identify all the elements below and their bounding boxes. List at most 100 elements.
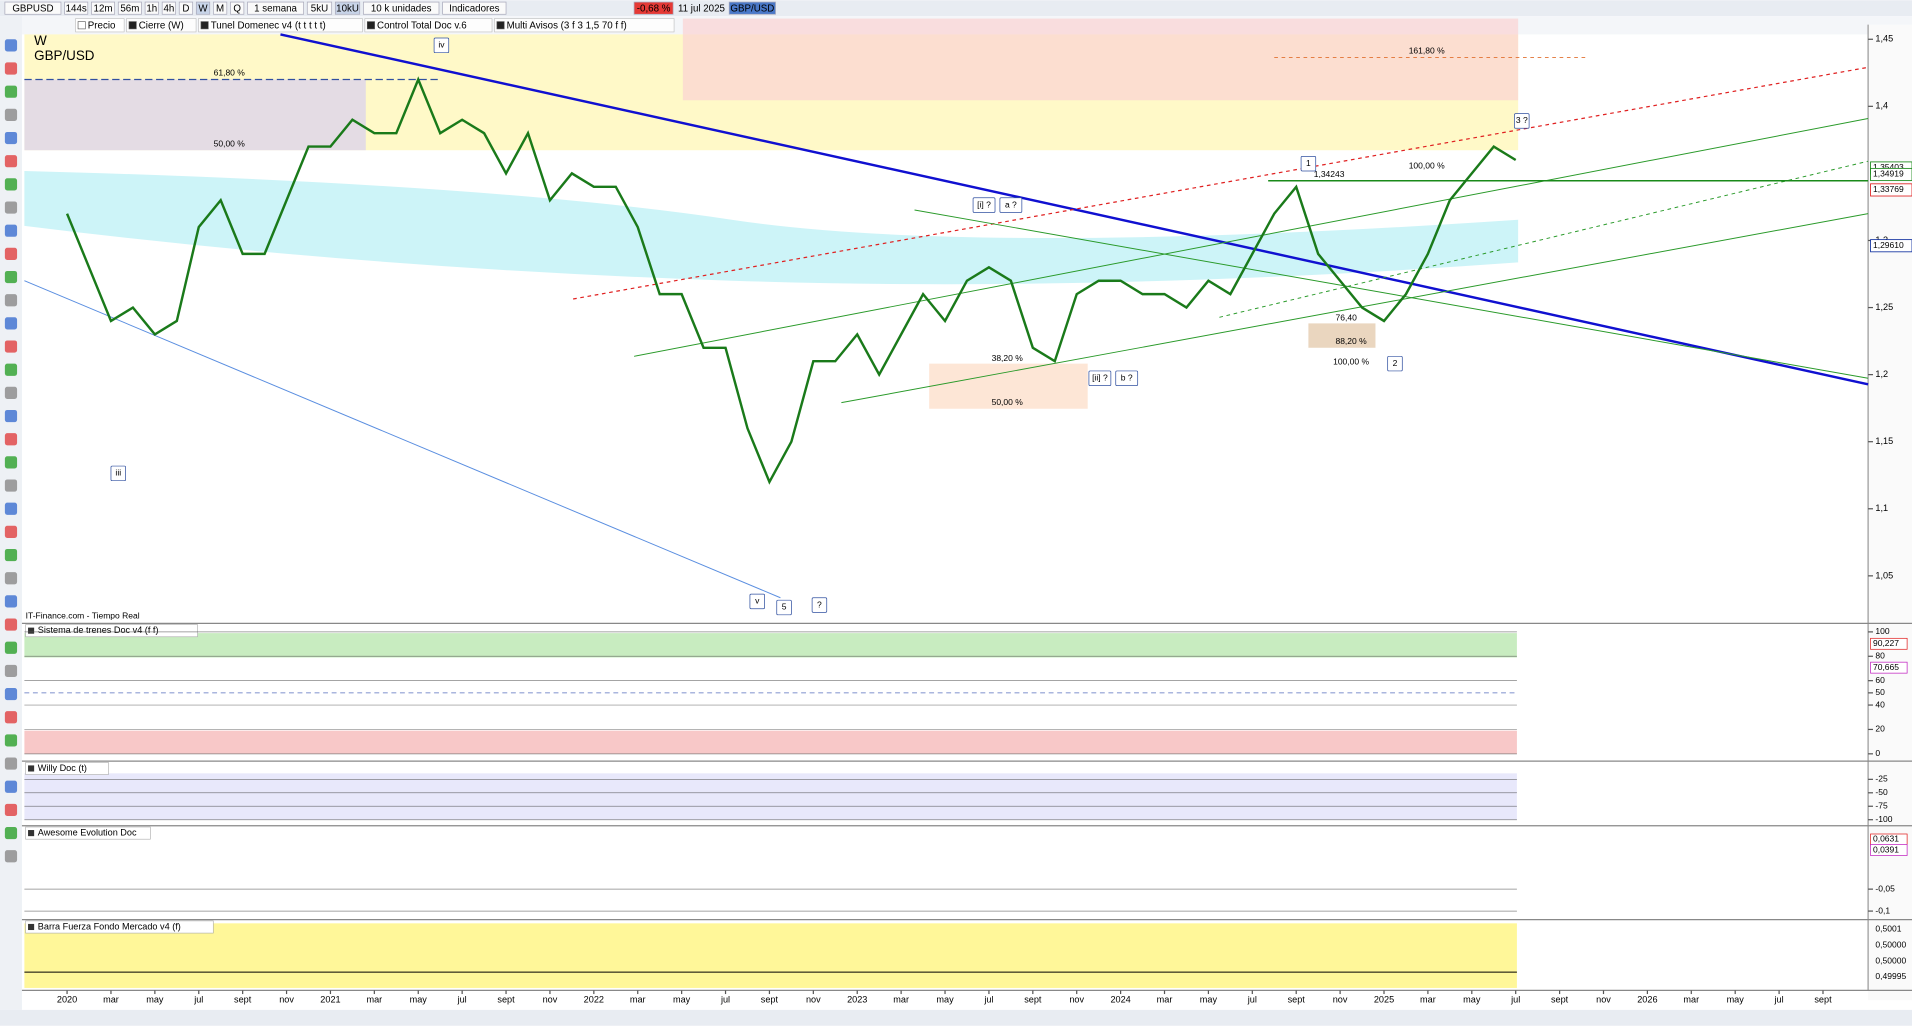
x-tick-label: jul <box>720 995 730 1005</box>
timeframe-button[interactable]: 1h <box>146 3 157 14</box>
units-select-box[interactable] <box>363 1 440 15</box>
change-badge-box[interactable] <box>633 1 674 15</box>
timeframe-button-box[interactable] <box>64 1 89 15</box>
data-source: IT-Finance.com - Tiempo Real <box>26 610 140 620</box>
timeframe-button[interactable]: Q <box>233 3 241 14</box>
x-tick-label: jul <box>193 995 203 1005</box>
tool-icon[interactable] <box>4 270 18 284</box>
units-button[interactable]: 5kU <box>311 3 328 14</box>
wave-label: 5 <box>782 602 787 612</box>
x-tick-label: sept <box>497 995 515 1005</box>
timeframe-button-box[interactable] <box>178 1 194 15</box>
units-button-box[interactable] <box>306 1 333 15</box>
tool-icon[interactable] <box>4 572 18 585</box>
indicator-name[interactable]: Tunel Domenec v4 (t t t t t) <box>211 20 326 31</box>
period-select[interactable]: 1 semana <box>254 3 297 14</box>
timeframe-button-box[interactable] <box>117 1 142 15</box>
tool-icon[interactable] <box>4 734 18 747</box>
units-select[interactable]: 10 k unidades <box>371 3 432 14</box>
timeframe-button-box[interactable] <box>195 1 211 15</box>
y-tick-label: 20 <box>1875 724 1885 734</box>
tool-icon[interactable] <box>4 294 18 307</box>
tool-icon[interactable] <box>4 108 18 121</box>
tool-icon[interactable] <box>4 803 18 817</box>
tool-icon[interactable] <box>4 456 18 469</box>
timeframe-button[interactable]: 56m <box>120 3 139 14</box>
tool-icon[interactable] <box>4 340 18 353</box>
indicator-tab[interactable] <box>126 18 197 33</box>
tool-icon[interactable] <box>4 502 18 515</box>
tool-icon[interactable] <box>4 595 18 608</box>
tool-icon[interactable] <box>4 178 18 191</box>
timeframe-button-box[interactable] <box>144 1 159 15</box>
tool-icon[interactable] <box>4 317 18 330</box>
timeframe-button-box[interactable] <box>91 1 115 15</box>
indicator-tab[interactable] <box>198 18 363 33</box>
panel-title-box[interactable] <box>25 762 109 775</box>
x-tick-label: sept <box>1024 995 1042 1005</box>
indicator-name[interactable]: Multi Avisos (3 f 3 1,5 70 f f) <box>507 20 627 31</box>
wave-label: [ii] ? <box>1092 373 1108 383</box>
indicator-name[interactable]: Precio <box>88 20 116 31</box>
units-button-box[interactable] <box>334 1 361 15</box>
indicator-tab[interactable] <box>364 18 493 33</box>
tool-icon[interactable] <box>4 641 18 654</box>
tool-icon[interactable] <box>4 826 18 840</box>
symbol-select[interactable]: GBPUSD <box>12 3 53 14</box>
timeframe-button-box[interactable] <box>213 1 228 15</box>
symbol-select-box[interactable] <box>4 1 62 15</box>
tool-icon[interactable] <box>4 386 18 399</box>
indicators-button-box[interactable] <box>442 1 507 15</box>
wave-box <box>999 197 1023 213</box>
tool-icon[interactable] <box>4 201 18 214</box>
indicator-name[interactable]: Cierre (W) <box>139 20 184 31</box>
period-select-box[interactable] <box>247 1 304 15</box>
panel-title-box[interactable] <box>25 826 151 840</box>
panel-title-box[interactable] <box>25 624 198 638</box>
units-button[interactable]: 10kU <box>336 3 359 14</box>
timeframe-button-box[interactable] <box>161 1 176 15</box>
indicator-tab[interactable] <box>75 18 125 33</box>
timeframe-button[interactable]: 12m <box>94 3 113 14</box>
panel-title[interactable]: Barra Fuerza Fondo Mercado v4 (f) <box>38 921 181 931</box>
tool-icon[interactable] <box>4 548 18 562</box>
tool-icon[interactable] <box>4 39 18 52</box>
panel-title[interactable]: Willy Doc (t) <box>38 763 87 773</box>
timeframe-button[interactable]: M <box>216 3 224 14</box>
x-tick-label: nov <box>543 995 558 1005</box>
tool-icon[interactable] <box>4 850 18 863</box>
tool-icon[interactable] <box>4 247 18 260</box>
tool-icon[interactable] <box>4 409 18 423</box>
panel-title-box[interactable] <box>25 920 214 934</box>
tool-icon[interactable] <box>4 85 18 98</box>
tool-icon[interactable] <box>4 433 18 446</box>
tool-icon[interactable] <box>4 757 18 770</box>
tool-icon[interactable] <box>4 618 18 631</box>
axis-label: 0,49995 <box>1875 971 1906 981</box>
pair-badge-box[interactable] <box>728 1 776 15</box>
price-line <box>65 76 1517 485</box>
indicators-button[interactable]: Indicadores <box>449 3 500 14</box>
panel-title[interactable]: Awesome Evolution Doc <box>38 828 137 838</box>
tool-icon[interactable] <box>4 131 18 145</box>
timeframe-button-box[interactable] <box>230 1 245 15</box>
tool-icon[interactable] <box>4 525 18 538</box>
indicator-tab[interactable] <box>494 18 675 33</box>
pair-badge[interactable]: GBP/USD <box>730 3 774 14</box>
change-badge[interactable]: -0,68 % <box>637 3 671 14</box>
timeframe-button[interactable]: D <box>182 3 189 14</box>
timeframe-button[interactable]: W <box>198 3 208 14</box>
tool-icon[interactable] <box>4 711 18 724</box>
tool-icon[interactable] <box>4 479 18 492</box>
panel-title[interactable]: Sistema de trenes Doc v4 (f f) <box>38 625 159 635</box>
tool-icon[interactable] <box>4 155 18 168</box>
timeframe-button[interactable]: 144s <box>66 3 87 14</box>
tool-icon[interactable] <box>4 780 18 793</box>
tool-icon[interactable] <box>4 224 18 237</box>
timeframe-button[interactable]: 4h <box>163 3 174 14</box>
tool-icon[interactable] <box>4 687 18 701</box>
tool-icon[interactable] <box>4 62 18 75</box>
tool-icon[interactable] <box>4 664 18 678</box>
indicator-name[interactable]: Control Total Doc v.6 <box>377 20 467 31</box>
tool-icon[interactable] <box>4 363 18 376</box>
